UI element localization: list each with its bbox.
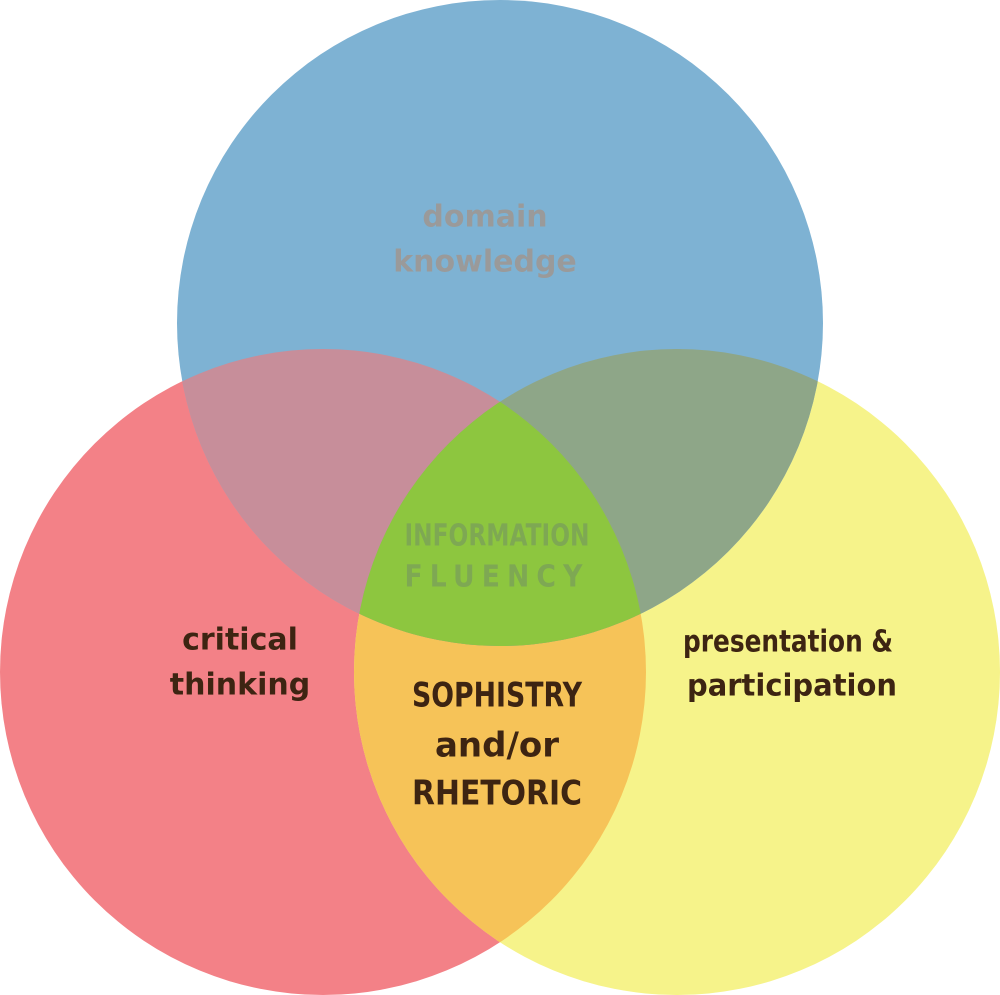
label: thinking bbox=[170, 668, 310, 703]
label: critical bbox=[182, 623, 298, 658]
overlap-top-right bbox=[354, 349, 823, 646]
label: domain bbox=[422, 200, 547, 235]
label: RHETORIC bbox=[412, 774, 582, 814]
label: and/or bbox=[435, 726, 559, 766]
label: INFORMATION bbox=[405, 519, 590, 554]
label: FLUENCY bbox=[405, 560, 590, 595]
label: presentation & bbox=[683, 625, 893, 660]
label: participation bbox=[687, 669, 897, 704]
label: knowledge bbox=[393, 245, 577, 280]
label: SOPHISTRY bbox=[412, 676, 582, 716]
overlap-top-left bbox=[177, 349, 646, 646]
